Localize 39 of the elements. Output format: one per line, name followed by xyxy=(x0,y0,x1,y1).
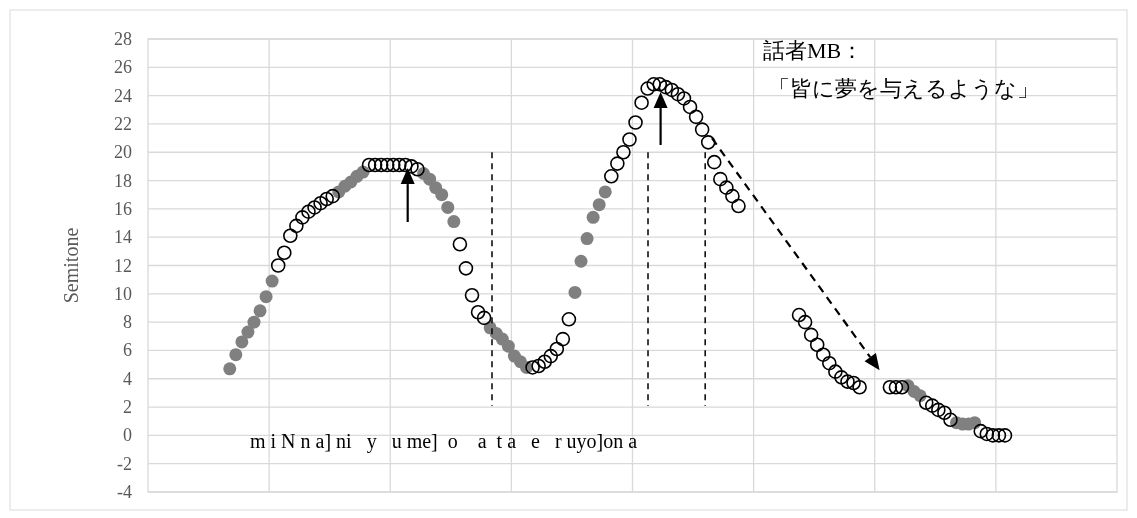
y-tick-label: 4 xyxy=(123,368,132,389)
point xyxy=(253,304,267,318)
point xyxy=(501,339,515,353)
point xyxy=(580,232,594,246)
y-tick-label: 20 xyxy=(114,142,132,163)
y-tick-label: 24 xyxy=(114,85,132,106)
y-tick-label: 16 xyxy=(114,198,132,219)
point xyxy=(441,200,455,214)
point xyxy=(223,362,237,376)
point xyxy=(235,335,249,349)
point xyxy=(447,215,461,229)
y-tick-label: 26 xyxy=(114,57,132,78)
y-tick-label: 8 xyxy=(123,312,132,333)
point xyxy=(574,254,588,268)
point xyxy=(598,185,612,199)
point xyxy=(265,274,279,288)
y-tick-label: 12 xyxy=(114,255,132,276)
y-axis-title: Semitone xyxy=(60,227,82,304)
point xyxy=(568,285,582,299)
annotation: 「皆に夢を与えるような」 xyxy=(768,76,1039,101)
annotation: 話者MB： xyxy=(763,38,864,63)
y-tick-label: 18 xyxy=(114,170,132,191)
point xyxy=(229,348,243,362)
point xyxy=(241,325,255,339)
y-tick-label: 14 xyxy=(114,227,132,248)
y-tick-label: 10 xyxy=(114,283,132,304)
y-tick-label: -2 xyxy=(117,453,132,474)
y-tick-label: 28 xyxy=(114,29,132,49)
point xyxy=(435,188,449,202)
y-tick-label: 0 xyxy=(123,425,132,446)
point xyxy=(586,210,600,224)
y-tick-label: -4 xyxy=(117,482,132,502)
point xyxy=(592,198,606,212)
point xyxy=(247,315,261,329)
y-tick-label: 2 xyxy=(123,397,132,418)
annotation: m i N n a] ni y u me] o a t a e r uyo]on a xyxy=(250,430,638,453)
y-tick-label: 22 xyxy=(114,113,132,134)
y-tick-label: 6 xyxy=(123,340,132,361)
point xyxy=(259,290,273,304)
